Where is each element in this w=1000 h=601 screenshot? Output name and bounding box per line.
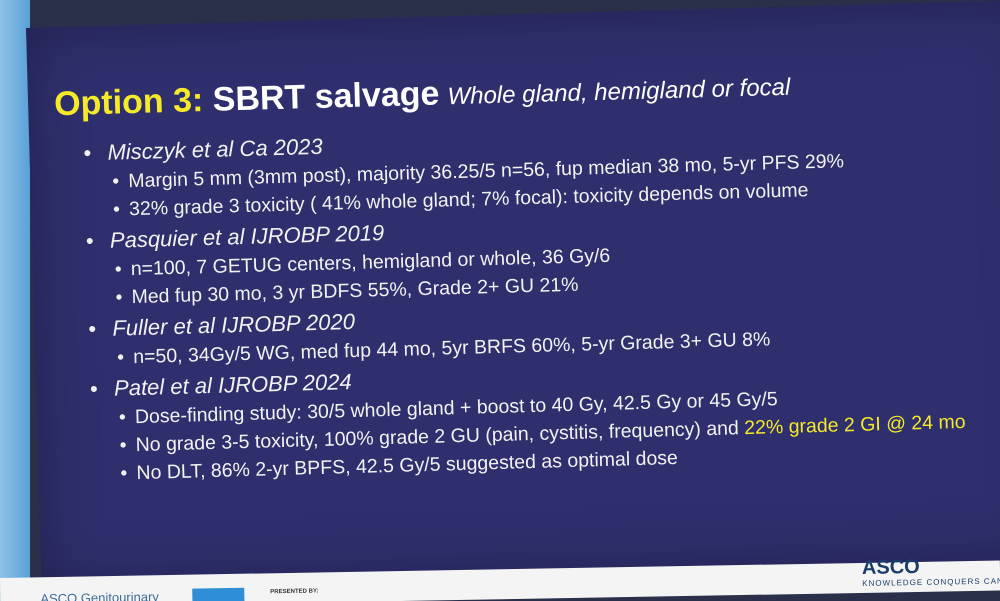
subtitle: Whole gland, hemigland or focal <box>447 73 791 111</box>
bullet-list: Misczyk et al Ca 2023Margin 5 mm (3mm po… <box>83 112 1000 490</box>
slide: Option 3: SBRT salvage Whole gland, hemig… <box>26 0 1000 588</box>
meeting-name: ASCO Genitourinary <box>40 589 159 601</box>
slide-title: Option 3: SBRT salvage Whole gland, hemig… <box>54 65 791 125</box>
footer-tab <box>192 587 245 601</box>
bullet: Patel et al IJROBP 2024Dose-finding stud… <box>90 348 1000 486</box>
highlight-text: 22% grade 2 GI @ 24 mo <box>743 410 966 440</box>
presented-by: PRESENTED BY: <box>270 588 319 596</box>
title-lead: Option 3: <box>53 81 204 124</box>
tagline: KNOWLEDGE CONQUERS CANCER <box>862 576 1000 588</box>
logo: ASCO <box>861 555 920 579</box>
title-main: SBRT salvage <box>212 74 440 119</box>
